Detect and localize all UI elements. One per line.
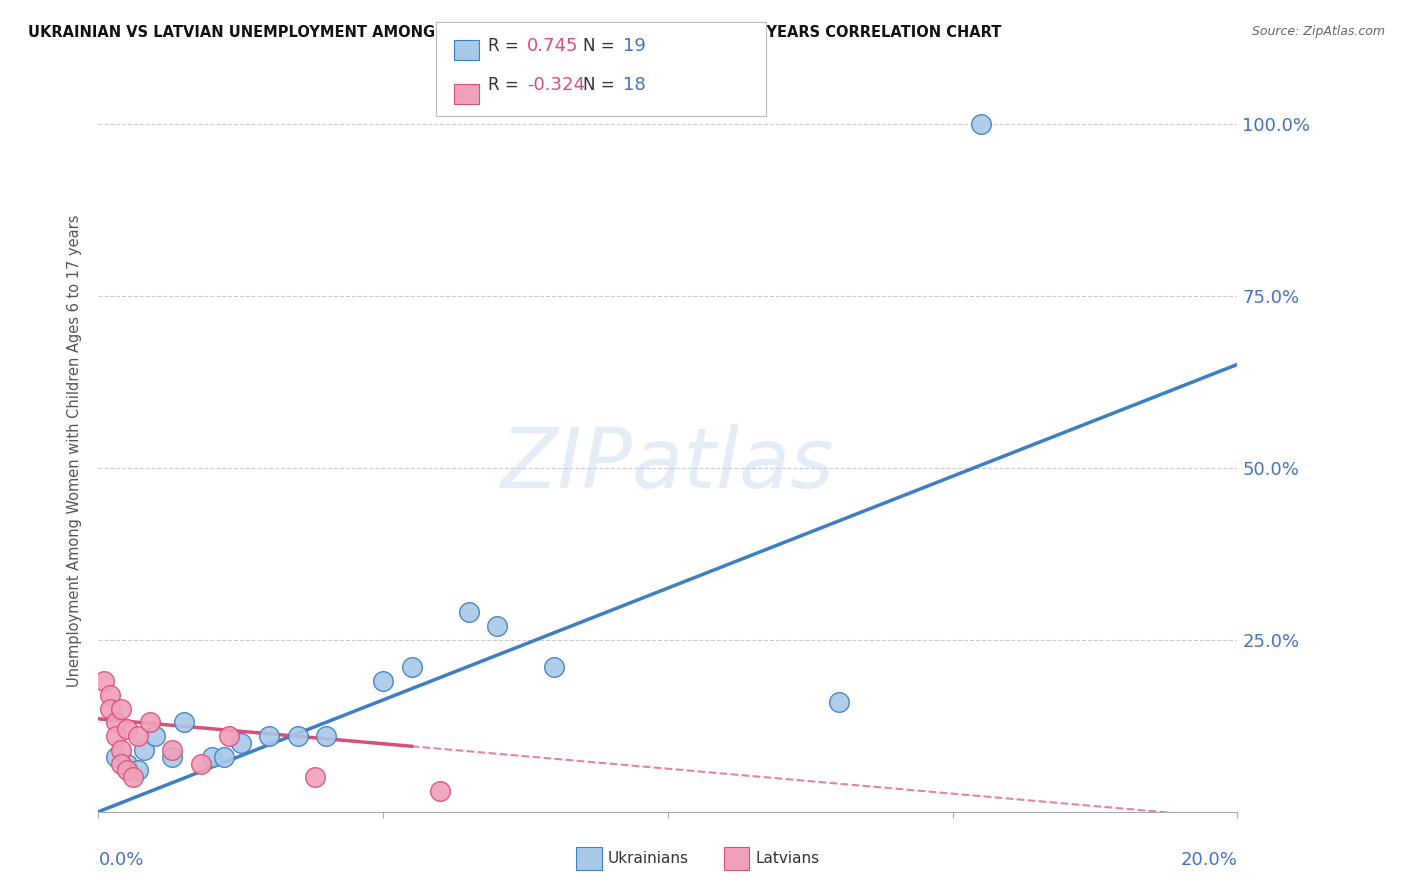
Point xyxy=(98,701,121,715)
Y-axis label: Unemployment Among Women with Children Ages 6 to 17 years: Unemployment Among Women with Children A… xyxy=(67,214,83,687)
Point xyxy=(115,756,138,771)
Point xyxy=(162,743,184,757)
Point xyxy=(138,715,160,730)
Point xyxy=(121,770,143,784)
Text: Source: ZipAtlas.com: Source: ZipAtlas.com xyxy=(1251,25,1385,38)
Point xyxy=(127,764,149,778)
Point xyxy=(110,743,132,757)
Point xyxy=(429,784,451,798)
Point xyxy=(115,722,138,736)
Text: Latvians: Latvians xyxy=(755,852,820,866)
Point xyxy=(145,729,167,743)
Point xyxy=(543,660,565,674)
Text: 0.0%: 0.0% xyxy=(98,852,143,870)
Text: ZIPatlas: ZIPatlas xyxy=(501,425,835,506)
Point xyxy=(212,749,235,764)
Point xyxy=(173,715,195,730)
Point xyxy=(127,729,149,743)
Point xyxy=(201,749,224,764)
Point xyxy=(115,764,138,778)
Point xyxy=(104,729,127,743)
Point xyxy=(110,701,132,715)
Text: 19: 19 xyxy=(623,37,645,55)
Point xyxy=(104,749,127,764)
Text: 20.0%: 20.0% xyxy=(1181,852,1237,870)
Point xyxy=(401,660,423,674)
Point xyxy=(287,729,309,743)
Point xyxy=(93,673,115,688)
Text: N =: N = xyxy=(583,37,614,55)
Text: UKRAINIAN VS LATVIAN UNEMPLOYMENT AMONG WOMEN WITH CHILDREN AGES 6 TO 17 YEARS C: UKRAINIAN VS LATVIAN UNEMPLOYMENT AMONG … xyxy=(28,25,1001,40)
Text: 0.745: 0.745 xyxy=(527,37,579,55)
Point xyxy=(132,743,155,757)
Point xyxy=(98,688,121,702)
Point xyxy=(373,673,395,688)
Point xyxy=(304,770,326,784)
Point xyxy=(162,749,184,764)
Text: N =: N = xyxy=(583,76,614,94)
Point xyxy=(457,605,479,619)
Text: Ukrainians: Ukrainians xyxy=(607,852,689,866)
Point xyxy=(229,736,252,750)
Point xyxy=(218,729,240,743)
Text: -0.324: -0.324 xyxy=(527,76,585,94)
Point xyxy=(828,695,851,709)
Point xyxy=(486,619,509,633)
Point xyxy=(970,117,993,131)
Point xyxy=(110,756,132,771)
Point xyxy=(259,729,281,743)
Point xyxy=(104,715,127,730)
Text: R =: R = xyxy=(488,76,519,94)
Point xyxy=(315,729,337,743)
Text: 18: 18 xyxy=(623,76,645,94)
Point xyxy=(190,756,212,771)
Text: R =: R = xyxy=(488,37,519,55)
